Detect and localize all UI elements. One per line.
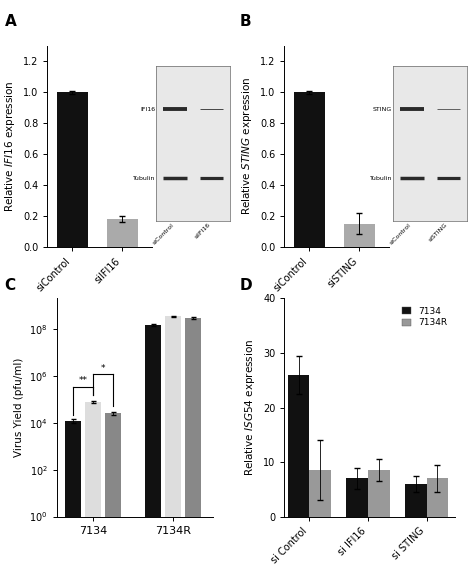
Text: A: A — [5, 14, 17, 29]
Text: B: B — [239, 14, 251, 29]
Bar — [405, 484, 427, 517]
Bar — [56, 92, 88, 247]
Bar — [368, 470, 390, 517]
Bar — [293, 92, 325, 247]
Bar — [427, 479, 448, 517]
Bar — [288, 375, 310, 517]
Y-axis label: Relative $\it{IFI16}$ expression: Relative $\it{IFI16}$ expression — [3, 80, 18, 212]
Y-axis label: Virus Yield (pfu/ml): Virus Yield (pfu/ml) — [14, 358, 24, 457]
Bar — [310, 470, 331, 517]
Bar — [105, 413, 121, 574]
Text: **: ** — [79, 376, 87, 385]
Legend: 7134, 7134R: 7134, 7134R — [398, 303, 450, 331]
Bar — [85, 402, 101, 574]
Bar — [344, 224, 375, 247]
Bar — [64, 421, 81, 574]
Bar — [107, 219, 138, 247]
Text: *: * — [101, 363, 105, 373]
Bar — [145, 325, 161, 574]
Bar — [165, 316, 182, 574]
Bar — [185, 318, 201, 574]
Y-axis label: Relative $\it{STING}$ expression: Relative $\it{STING}$ expression — [240, 77, 255, 215]
Text: C: C — [5, 278, 16, 293]
Text: D: D — [239, 278, 252, 293]
Bar — [346, 479, 368, 517]
Y-axis label: Relative $\it{ISG54}$ expression: Relative $\it{ISG54}$ expression — [244, 339, 257, 476]
